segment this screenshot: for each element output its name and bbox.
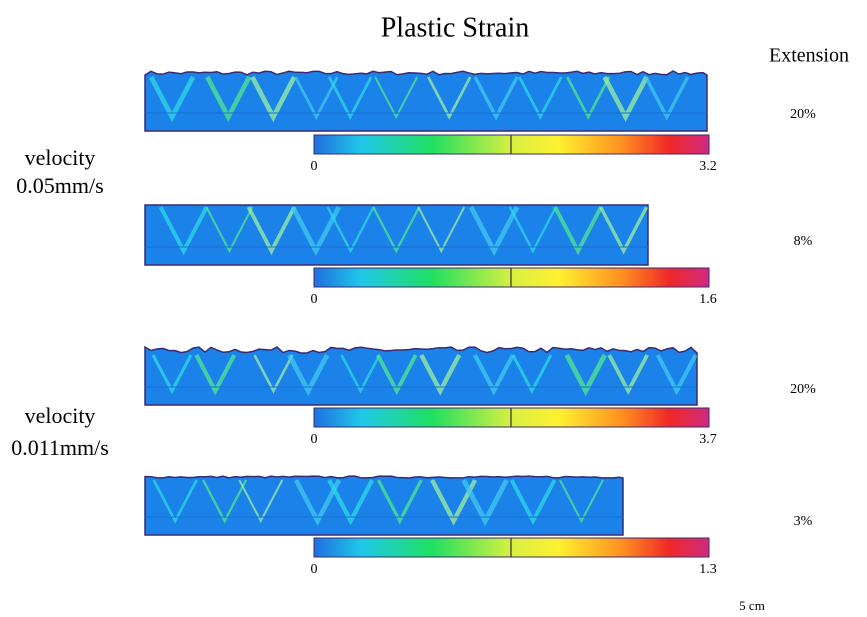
scale-label: 5 cm (739, 598, 765, 613)
shear-band (253, 354, 294, 394)
shear-band (340, 354, 381, 394)
extension-label: 3% (794, 514, 813, 529)
shear-band (511, 354, 553, 395)
model-strip (144, 345, 698, 406)
shear-band (194, 354, 237, 396)
shear-band (238, 479, 284, 524)
shear-band (148, 75, 196, 123)
shear-band (461, 478, 509, 527)
velocity-label: velocity (25, 403, 96, 428)
shear-band (566, 76, 611, 120)
shear-band (376, 354, 418, 396)
shear-band (293, 478, 342, 526)
shear-band (374, 76, 419, 120)
colorbar-max: 3.7 (699, 432, 717, 447)
shear-band (250, 75, 297, 123)
strain-panel (144, 345, 698, 406)
shear-band (564, 353, 607, 397)
extension-label: 20% (790, 107, 816, 122)
shear-band (427, 76, 472, 120)
shear-band (376, 479, 423, 525)
colorbar-max: 1.6 (699, 292, 717, 307)
shear-band (509, 479, 557, 526)
extension-label: 20% (790, 382, 816, 397)
shear-band (327, 479, 375, 526)
shear-band (607, 354, 649, 396)
shear-band (473, 76, 519, 121)
shear-band (468, 205, 520, 257)
extension-header: Extension (769, 45, 849, 67)
shear-band (327, 76, 373, 120)
shear-band (205, 206, 254, 254)
colorbar-min: 0 (311, 562, 318, 577)
shear-band (205, 75, 252, 123)
model-strip (144, 70, 708, 132)
shear-band (518, 76, 563, 120)
shear-band (246, 206, 297, 256)
strain-panel (144, 204, 649, 266)
velocity-label: 0.011mm/s (11, 435, 109, 460)
shear-band (655, 354, 698, 396)
shear-band (326, 206, 375, 254)
velocity-label: 0.05mm/s (16, 173, 103, 198)
shear-band (202, 479, 248, 524)
shear-band (287, 353, 330, 397)
colorbar-min: 0 (311, 159, 318, 174)
shear-band (152, 479, 198, 524)
shear-band (158, 206, 209, 256)
shear-band (602, 75, 649, 123)
shear-band (558, 479, 604, 524)
shear-band (430, 478, 478, 526)
colorbar-min: 0 (311, 292, 318, 307)
velocity-label: velocity (25, 145, 96, 170)
shear-band (419, 353, 462, 396)
extension-label: 8% (794, 234, 813, 249)
shear-band (372, 206, 421, 254)
colorbar-max: 1.3 (699, 562, 717, 577)
shear-band (151, 354, 193, 395)
shear-band (508, 206, 557, 254)
strain-panel (144, 475, 624, 536)
shear-band (290, 205, 341, 257)
title: Plastic Strain (381, 12, 530, 43)
shear-band (294, 76, 339, 121)
shear-band (599, 206, 649, 255)
shear-band (417, 206, 466, 254)
shear-band (553, 206, 603, 256)
shear-band (472, 354, 515, 396)
colorbar-max: 3.2 (699, 159, 717, 174)
colorbar-min: 0 (311, 432, 318, 447)
strain-panel (144, 70, 708, 132)
shear-band (644, 76, 690, 121)
